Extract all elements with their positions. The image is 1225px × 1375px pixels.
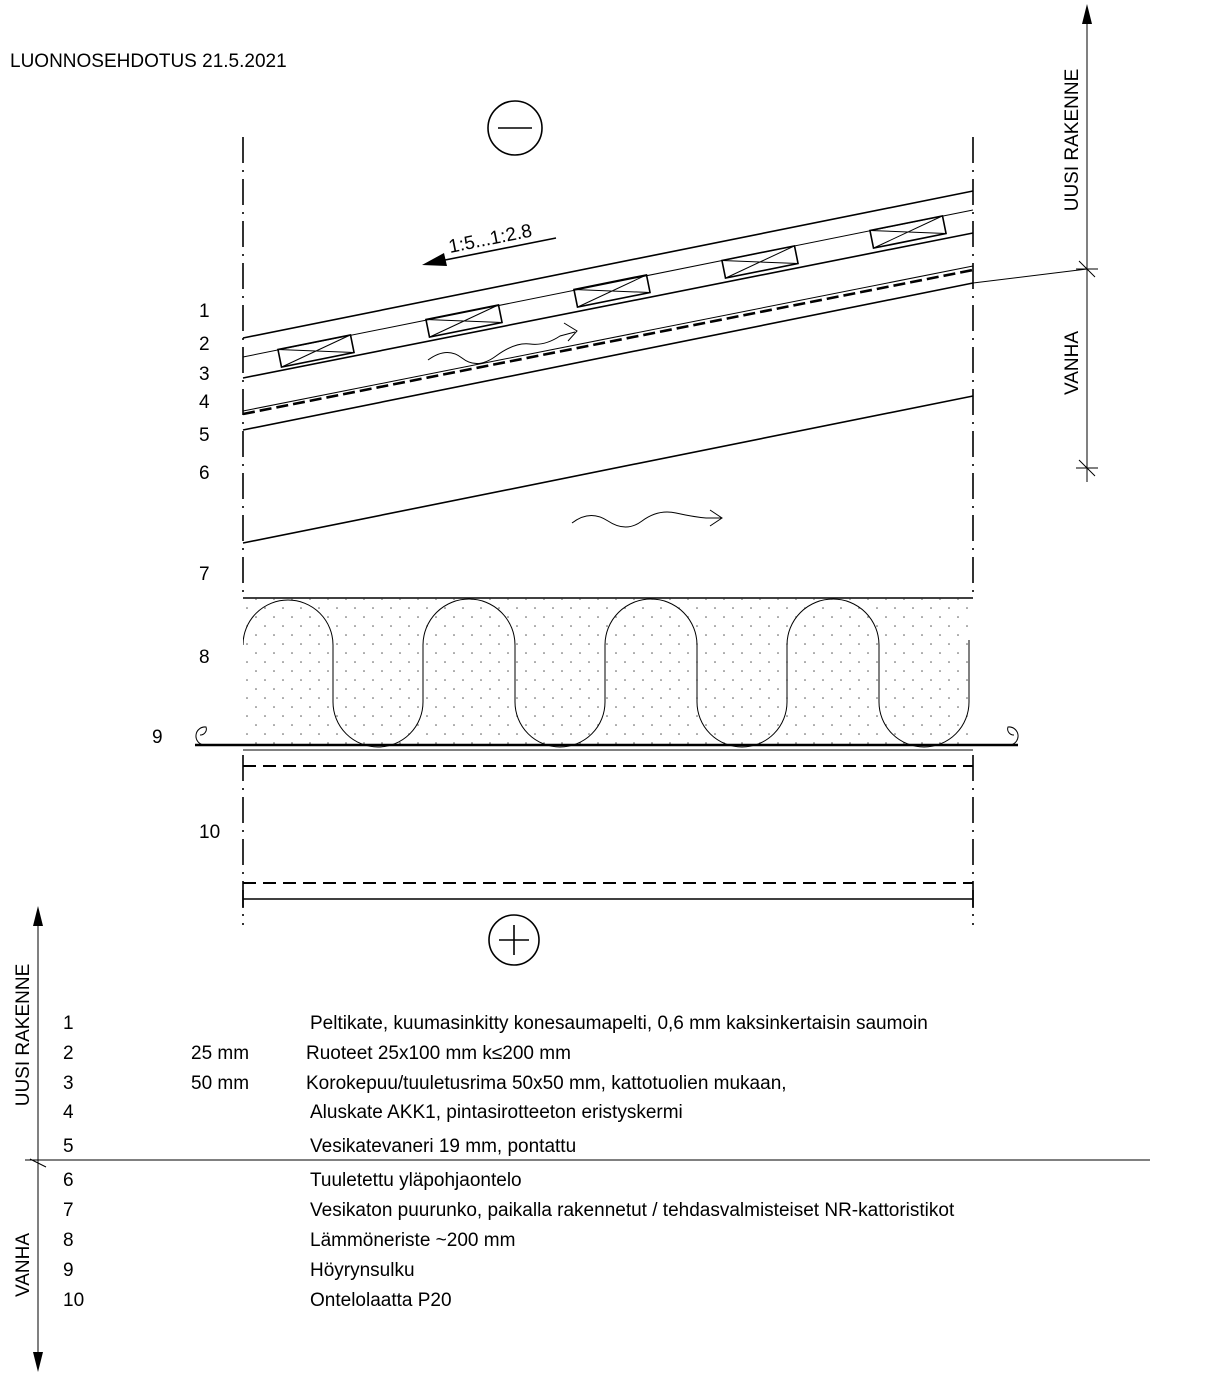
slope-arrow-icon — [422, 237, 557, 266]
legend-row: 8 Lämmöneriste ~200 mm — [63, 1230, 515, 1251]
roof-layers — [242, 190, 974, 544]
legend-row: 2 25 mm Ruoteet 25x100 mm k≤200 mm — [63, 1043, 571, 1064]
legend-number: 7 — [63, 1200, 74, 1221]
slope-label: 1:5...1:2.8 — [447, 221, 534, 258]
layer-label: 7 — [199, 564, 210, 585]
legend-number: 5 — [63, 1136, 74, 1157]
zone-dimension-left — [25, 906, 1150, 1372]
layer-label: 3 — [199, 364, 210, 385]
airflow-arrow-icon — [427, 322, 578, 364]
legend-row: 6 Tuuletettu yläpohjaontelo — [63, 1170, 522, 1191]
legend-text: Vesikatevaneri 19 mm, pontattu — [310, 1136, 576, 1157]
battens — [277, 214, 947, 369]
legend-row: 1 Peltikate, kuumasinkitty konesaumapelt… — [63, 1013, 928, 1034]
legend-text: Peltikate, kuumasinkitty konesaumapelti,… — [310, 1013, 928, 1034]
legend-text: Aluskate AKK1, pintasirotteeton eristysk… — [310, 1102, 683, 1123]
layer-label: 1 — [199, 301, 210, 322]
legend-number: 1 — [63, 1013, 74, 1034]
layer-label: 5 — [199, 425, 210, 446]
vapour-barrier — [195, 726, 1019, 751]
legend-row: 7 Vesikaton puurunko, paikalla rakennetu… — [63, 1200, 955, 1221]
batten — [425, 303, 503, 339]
layer-label: 4 — [199, 392, 210, 413]
layer-label: 2 — [199, 334, 210, 355]
legend-text: Ruoteet 25x100 mm k≤200 mm — [306, 1043, 571, 1064]
batten — [721, 244, 799, 280]
legend-row: 3 50 mm Korokepuu/tuuletusrima 50x50 mm,… — [63, 1073, 787, 1094]
legend-number: 10 — [63, 1290, 84, 1311]
zone-label-new-right: UUSI RAKENNE — [1062, 69, 1083, 212]
legend-number: 8 — [63, 1230, 74, 1251]
layer-1-sheet-metal-line — [242, 190, 974, 339]
legend-row: 4 Aluskate AKK1, pintasirotteeton eristy… — [63, 1102, 683, 1123]
legend-number: 4 — [63, 1102, 74, 1123]
batten — [573, 273, 651, 309]
zone-dimension-right — [972, 4, 1098, 482]
layer-label: 9 — [152, 727, 163, 748]
leader-line — [972, 268, 1088, 284]
layer-2-battens-bottom-line — [242, 232, 974, 379]
layer-number-labels: 1 2 3 4 5 6 7 8 9 10 — [152, 301, 220, 843]
legend-thickness: 25 mm — [191, 1043, 249, 1064]
layer-label: 10 — [199, 822, 220, 843]
zone-label-old-left: VANHA — [13, 1233, 34, 1297]
layer-4-underlay-dash — [242, 268, 974, 416]
layer-label: 8 — [199, 647, 210, 668]
legend-number: 3 — [63, 1073, 74, 1094]
section-base-line — [242, 890, 974, 908]
legend-number: 6 — [63, 1170, 74, 1191]
legend-text: Ontelolaatta P20 — [310, 1290, 452, 1311]
layer-label: 6 — [199, 463, 210, 484]
legend-text: Korokepuu/tuuletusrima 50x50 mm, kattotu… — [306, 1073, 787, 1094]
insulation-layer — [243, 598, 973, 748]
layer-5-plywood-line — [242, 282, 974, 431]
minus-symbol-icon — [487, 100, 543, 156]
zone-label-new-left: UUSI RAKENNE — [13, 964, 34, 1107]
legend-text: Lämmöneriste ~200 mm — [310, 1230, 515, 1251]
layer-2-battens-top-line — [242, 209, 974, 358]
layer-7-rafter-line — [242, 395, 974, 544]
legend-text: Vesikaton puurunko, paikalla rakennetut … — [310, 1200, 955, 1221]
legend-row: 9 Höyrynsulku — [63, 1260, 415, 1281]
zone-label-old-right: VANHA — [1062, 331, 1083, 395]
batten — [869, 214, 947, 250]
legend-text: Höyrynsulku — [310, 1260, 415, 1281]
legend-row: 10 Ontelolaatta P20 — [63, 1290, 452, 1311]
airflow-arrow-icon — [571, 509, 723, 528]
drawing-title: LUONNOSEHDOTUS 21.5.2021 — [10, 51, 287, 72]
legend-row: 5 Vesikatevaneri 19 mm, pontattu — [63, 1136, 576, 1157]
legend-thickness: 50 mm — [191, 1073, 249, 1094]
batten — [277, 333, 355, 369]
legend-text: Tuuletettu yläpohjaontelo — [310, 1170, 522, 1191]
legend-number: 9 — [63, 1260, 74, 1281]
legend-number: 2 — [63, 1043, 74, 1064]
legend: 1 Peltikate, kuumasinkitty konesaumapelt… — [63, 1013, 955, 1311]
plus-symbol-icon — [488, 914, 540, 966]
layer-4-underlay-line — [242, 265, 974, 412]
